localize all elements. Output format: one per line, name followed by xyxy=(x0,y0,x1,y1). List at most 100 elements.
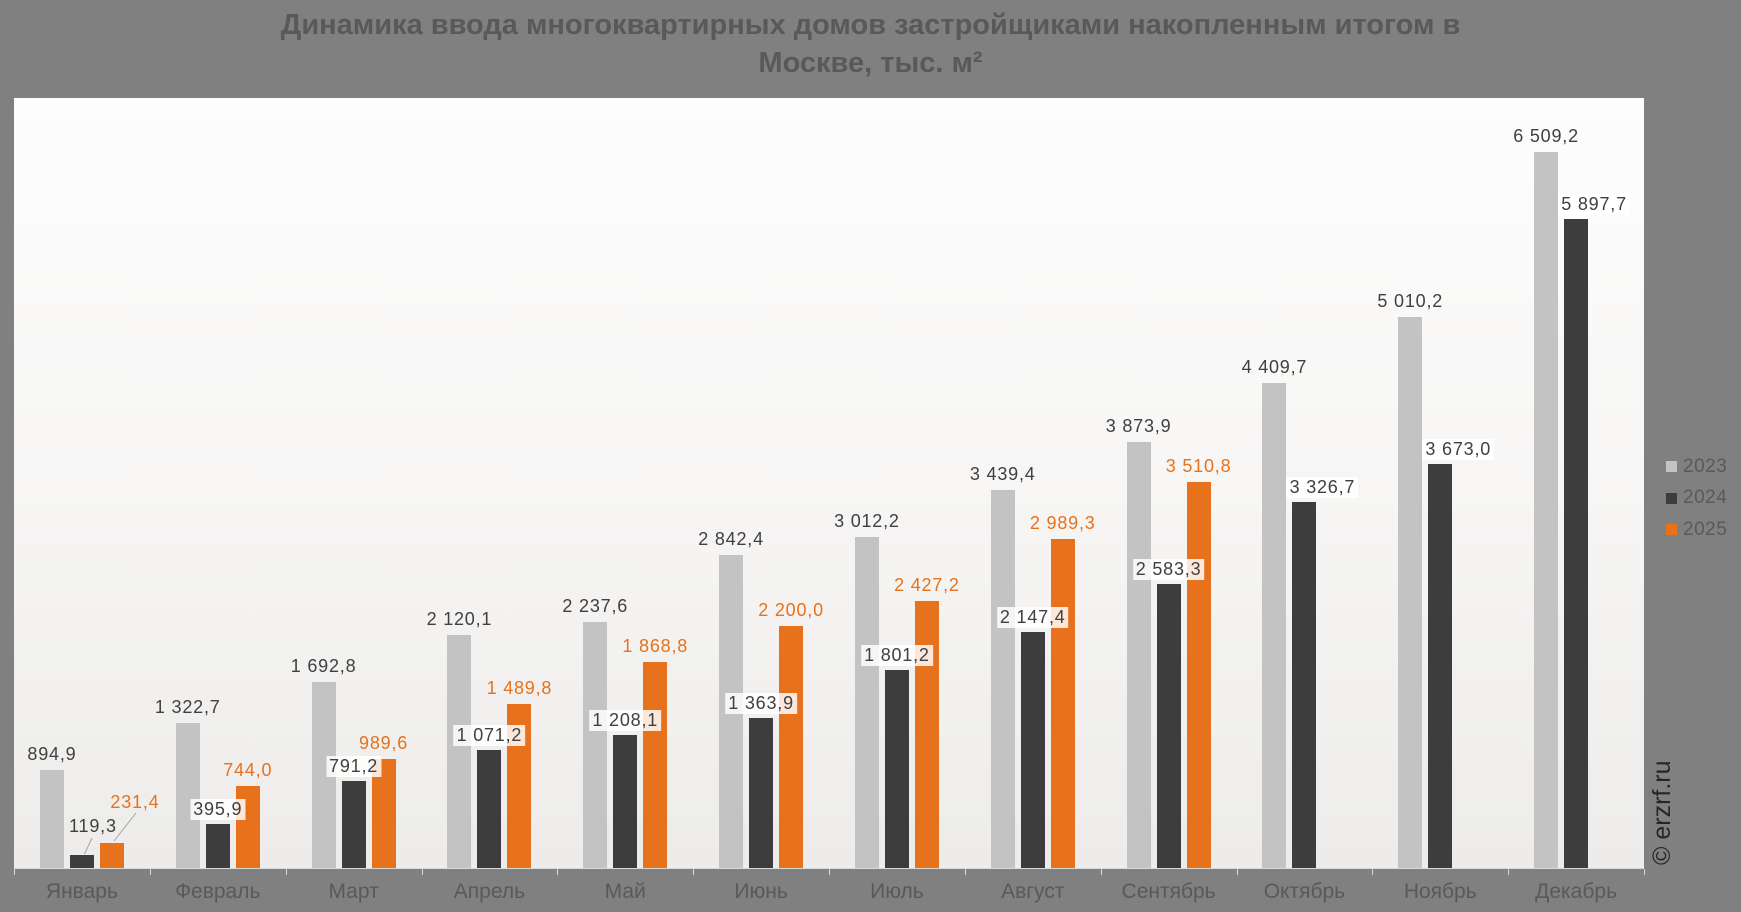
data-label-2025-january: 231,4 xyxy=(110,791,160,812)
chart-title-line-2: Москве, тыс. м² xyxy=(758,47,983,79)
bar-2024-may xyxy=(613,735,638,868)
data-label-2025-september: 3 510,8 xyxy=(1165,455,1232,476)
data-label-2025-august: 2 989,3 xyxy=(1029,513,1096,534)
x-label-january: Январь xyxy=(45,880,118,903)
x-label-february: Февраль xyxy=(175,880,261,903)
axis-tick xyxy=(421,869,423,875)
data-label-2024-september: 2 583,3 xyxy=(1132,558,1205,580)
data-label-2025-june: 2 200,0 xyxy=(758,600,824,620)
axis-tick xyxy=(1644,869,1645,875)
data-label-2024-october: 3 326,7 xyxy=(1286,477,1359,499)
bar-2025-july xyxy=(914,601,939,868)
x-label-june: Июнь xyxy=(734,880,788,903)
x-label-july: Июль xyxy=(870,880,924,903)
bar-2023-january xyxy=(39,769,64,868)
legend-swatch-2023 xyxy=(1666,461,1677,472)
data-label-2023-february: 1 322,7 xyxy=(154,696,221,717)
data-label-2023-march: 1 692,8 xyxy=(290,655,357,676)
legend-item-2023: 2023 xyxy=(1666,456,1727,477)
bar-2023-august xyxy=(990,489,1015,868)
x-label-august: Август xyxy=(1001,880,1065,903)
data-label-2023-april: 2 120,1 xyxy=(426,608,493,629)
data-label-2025-february: 744,0 xyxy=(223,760,273,781)
axis-tick xyxy=(693,869,695,875)
x-label-september: Сентябрь xyxy=(1121,880,1216,903)
bar-2023-september xyxy=(1126,441,1151,868)
data-label-2024-december: 5 897,7 xyxy=(1558,194,1630,216)
axis-tick xyxy=(149,869,151,875)
bar-2024-november xyxy=(1428,463,1453,868)
bar-2023-april xyxy=(447,634,472,868)
plot-area: 894,9 1 322,7 1 692,8 2 120,1 2 237,6 2 842,4… xyxy=(14,98,1644,869)
bar-2025-march xyxy=(371,759,396,868)
axis-tick xyxy=(1236,869,1238,875)
bar-2023-may xyxy=(583,621,608,868)
bar-2023-october xyxy=(1262,382,1287,868)
x-label-november: Ноябрь xyxy=(1403,880,1477,903)
data-label-2025-march: 989,6 xyxy=(359,733,409,754)
legend-item-2025: 2025 xyxy=(1666,519,1727,540)
chart-title: Динамика ввода многоквартирных домов зас… xyxy=(0,6,1741,82)
axis-tick xyxy=(557,869,559,875)
legend-label-2024: 2024 xyxy=(1683,487,1728,508)
legend-swatch-2025 xyxy=(1666,524,1677,535)
data-label-2023-july: 3 012,2 xyxy=(834,510,900,531)
bar-2024-october xyxy=(1292,502,1317,868)
bar-2023-december xyxy=(1534,152,1559,868)
bar-2024-june xyxy=(749,717,774,868)
data-label-2024-january: 119,3 xyxy=(69,815,117,836)
bar-2025-september xyxy=(1186,481,1211,868)
chart-title-line-1: Динамика ввода многоквартирных домов зас… xyxy=(280,9,1461,41)
bar-2024-august xyxy=(1020,631,1045,868)
x-label-april: Апрель xyxy=(453,880,526,903)
bar-2024-july xyxy=(884,669,909,868)
axis-tick xyxy=(1508,869,1510,875)
data-label-2024-march: 791,2 xyxy=(326,755,382,777)
legend-label-2023: 2023 xyxy=(1683,455,1728,477)
data-label-2024-june: 1 363,9 xyxy=(725,692,797,714)
data-label-2023-june: 2 842,4 xyxy=(698,529,764,550)
data-label-2023-september: 3 873,9 xyxy=(1105,415,1172,436)
bar-2024-september xyxy=(1156,583,1181,868)
data-label-2023-may: 2 237,6 xyxy=(562,595,629,616)
data-label-2024-august: 2 147,4 xyxy=(996,606,1069,628)
axis-tick xyxy=(1100,869,1102,875)
bar-2024-december xyxy=(1564,219,1589,868)
x-label-may: Май xyxy=(604,880,646,903)
bar-2025-february xyxy=(235,786,260,868)
bar-2023-july xyxy=(854,536,879,868)
data-label-2025-may: 1 868,8 xyxy=(622,636,689,657)
x-label-october: Октябрь xyxy=(1263,880,1346,903)
axis-tick xyxy=(285,869,287,875)
data-label-2024-april: 1 071,2 xyxy=(453,725,526,747)
bar-2025-january xyxy=(99,842,124,868)
legend-label-2025: 2025 xyxy=(1683,518,1728,540)
axis-tick xyxy=(1372,869,1374,875)
data-label-2024-may: 1 208,1 xyxy=(589,710,662,732)
x-label-march: Март xyxy=(328,880,379,903)
data-label-2023-october: 4 409,7 xyxy=(1241,356,1308,377)
data-label-2023-november: 5 010,2 xyxy=(1377,290,1444,311)
bar-2025-august xyxy=(1050,539,1075,868)
data-label-2025-april: 1 489,8 xyxy=(486,678,553,699)
axis-tick xyxy=(14,869,15,875)
data-label-2024-february: 395,9 xyxy=(190,799,246,821)
bar-2024-january xyxy=(69,854,94,868)
data-label-2023-december: 6 509,2 xyxy=(1513,125,1579,146)
bar-2024-april xyxy=(477,750,502,868)
bar-2023-february xyxy=(175,722,200,868)
axis-tick xyxy=(829,869,830,875)
watermark: © erzrf.ru xyxy=(1648,760,1676,865)
bar-2023-november xyxy=(1398,316,1423,868)
data-label-2023-january: 894,9 xyxy=(27,743,77,764)
axis-tick xyxy=(964,869,966,875)
bar-2025-june xyxy=(779,626,804,868)
bar-2024-march xyxy=(341,780,366,868)
data-label-2024-november: 3 673,0 xyxy=(1422,438,1495,460)
x-label-december: Декабрь xyxy=(1535,880,1618,903)
legend-item-2024: 2024 xyxy=(1666,487,1728,509)
data-label-2025-july: 2 427,2 xyxy=(894,575,960,595)
bar-2025-may xyxy=(643,662,668,868)
legend-swatch-2024 xyxy=(1666,492,1677,504)
